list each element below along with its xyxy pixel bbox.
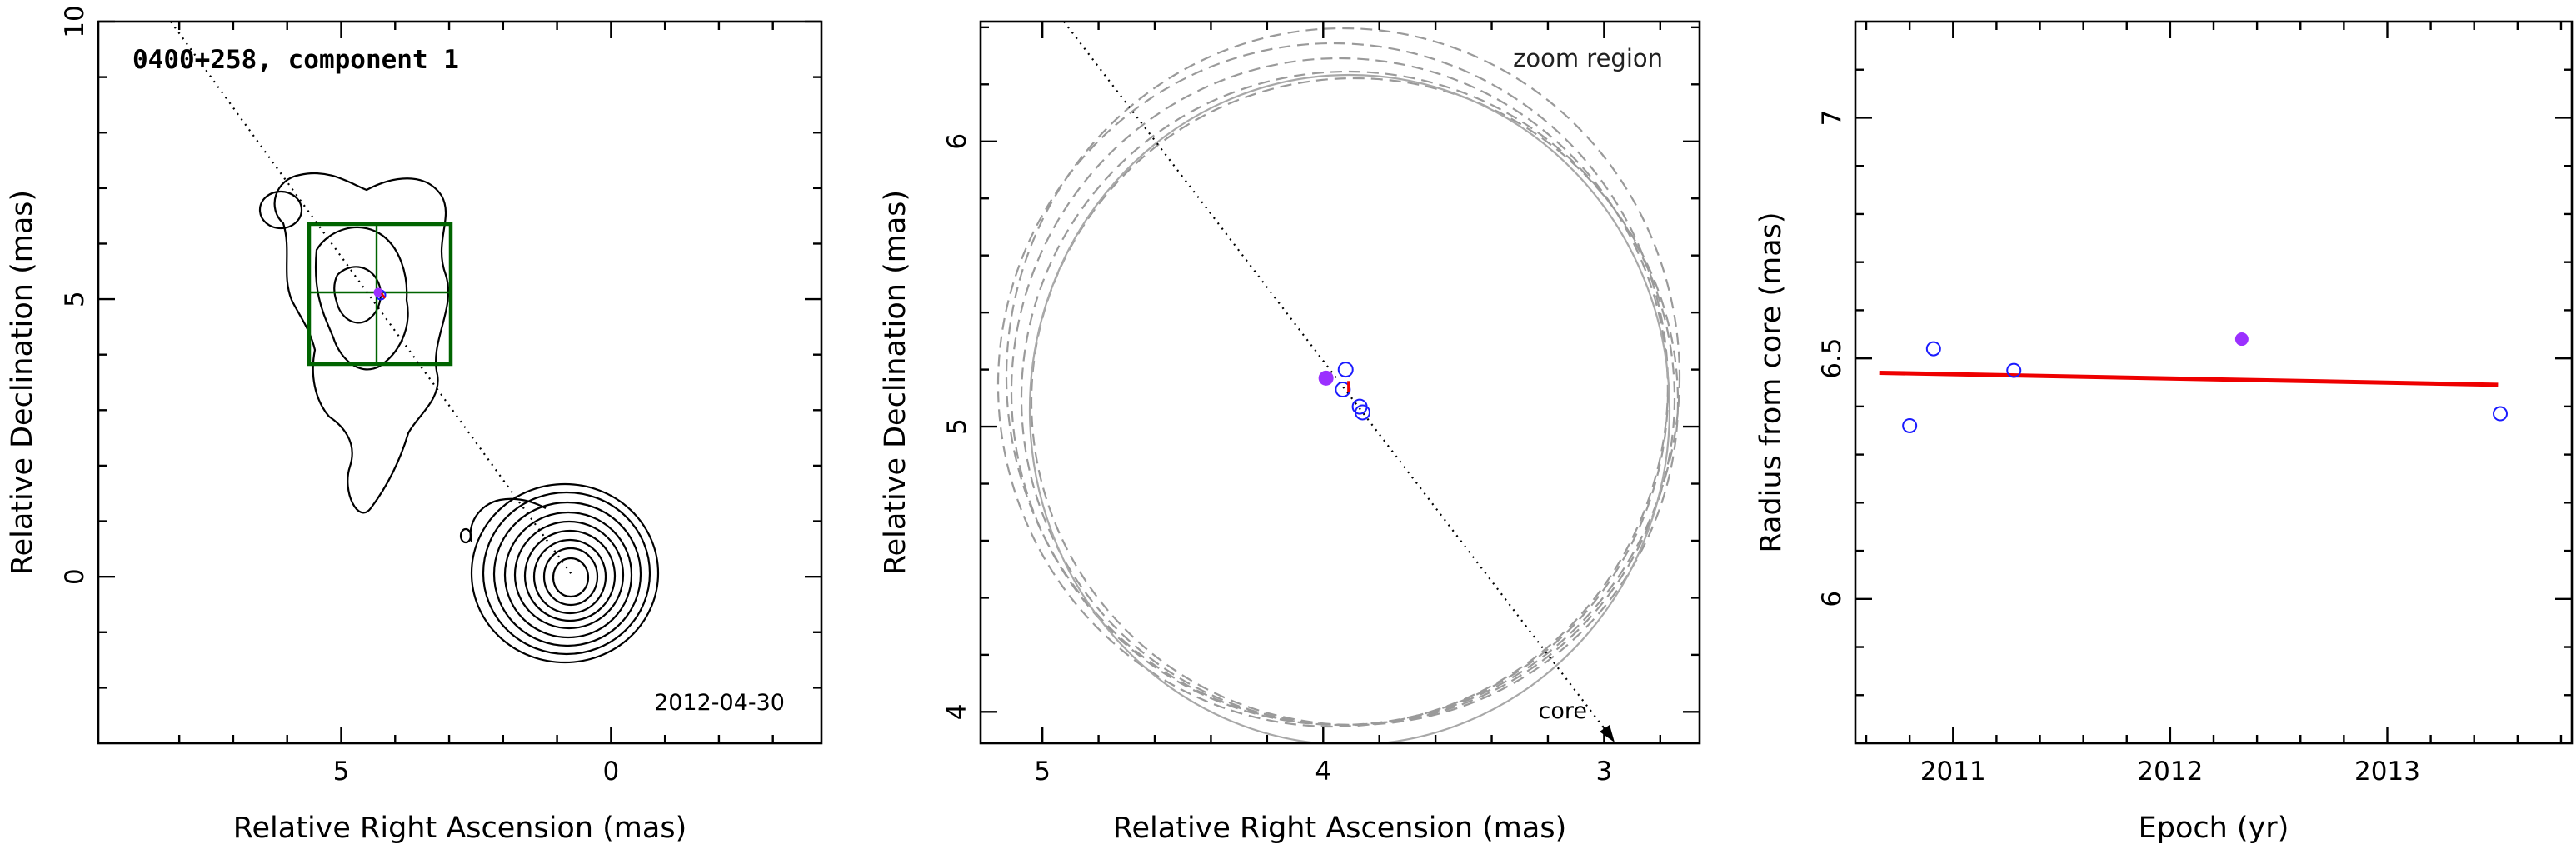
y-tick-label: 5 [60,291,90,307]
panel-radius: 6 6.5 7 2011 2012 2013 Epoch (yr) Radius from… [1755,20,2574,845]
x-tick-label: 5 [1034,757,1051,787]
zoom-y-axis-title: Relative Declination (mas) [879,190,912,575]
panel-zoom: 4 5 6 5 4 3 zoom region core Relative Right A… [879,20,1701,845]
ticks-image: 0 5 10 5 0 [60,5,821,787]
image-contours [258,172,660,664]
zoom-markers [1318,362,1370,421]
fit-line [1879,370,2499,387]
image-panel-title: 0400+258, component 1 [132,45,459,75]
image-x-axis-title: Relative Right Ascension (mas) [233,812,686,845]
zoom-circles [996,27,1681,743]
filled-point [2234,332,2249,347]
open-point [2493,406,2508,422]
y-tick-label: 6.5 [1817,337,1847,378]
y-tick-label: 10 [60,5,90,37]
x-tick-label: 5 [333,757,350,787]
radius-x-axis-title: Epoch (yr) [2139,812,2289,845]
y-tick-label: 6 [1817,591,1847,607]
x-tick-label: 2013 [2354,757,2420,787]
zoom-position-angle-line [1063,21,1609,734]
x-tick-label: 2012 [2137,757,2203,787]
axis-frame-image [97,20,823,745]
y-tick-label: 4 [942,703,972,720]
y-tick-label: 6 [942,133,972,150]
x-tick-label: 0 [603,757,620,787]
open-point [1335,382,1351,398]
open-point [1925,341,1941,357]
image-y-axis-title: Relative Declination (mas) [6,190,39,575]
position-angle-line [170,21,574,577]
zoom-x-axis-title: Relative Right Ascension (mas) [1113,812,1566,845]
open-point [2006,362,2022,378]
x-tick-label: 3 [1596,757,1613,787]
open-point [1337,362,1354,378]
y-tick-label: 7 [1817,110,1847,127]
radius-y-axis-title: Radius from core (mas) [1755,212,1788,552]
core-arrowhead [1600,725,1615,742]
core-label: core [1539,698,1587,724]
axis-frame-zoom [979,20,1701,745]
x-tick-label: 4 [1315,757,1331,787]
filled-point [1318,370,1334,386]
radius-fit-line [1879,370,2499,387]
open-point [1354,404,1370,421]
open-point [1902,417,1918,433]
image-epoch-label: 2012-04-30 [654,690,785,716]
component-marker [373,287,387,301]
zoom-region-label: zoom region [1513,44,1663,72]
y-tick-label: 5 [942,418,972,435]
ticks-zoom: 4 5 6 5 4 3 [942,22,1700,787]
radius-markers [1902,332,2508,433]
ticks-radius: 6 6.5 7 2011 2012 2013 [1817,22,2572,787]
x-tick-label: 2011 [1920,757,1986,787]
y-tick-label: 0 [60,568,90,585]
